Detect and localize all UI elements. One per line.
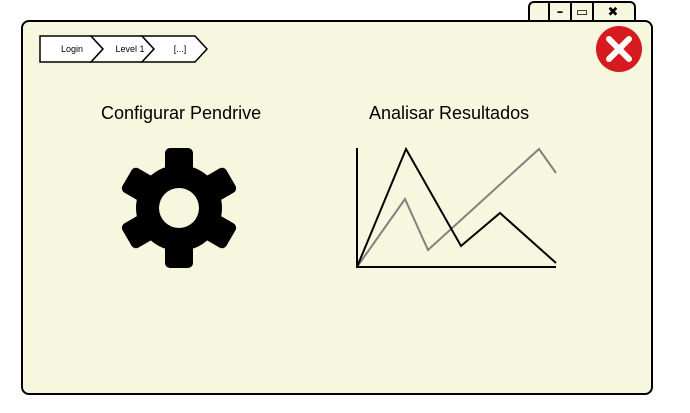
maximize-button[interactable]: ▭	[570, 3, 592, 21]
close-circle-icon	[596, 26, 642, 72]
line-chart-icon[interactable]	[355, 146, 559, 270]
window-close-button[interactable]: ✖	[592, 3, 632, 21]
breadcrumb-item-level-1[interactable]: Level 1	[115, 44, 145, 54]
breadcrumb-shapes	[39, 35, 209, 63]
breadcrumb-item-more[interactable]: [...]	[173, 44, 187, 54]
analisar-resultados-label[interactable]: Analisar Resultados	[369, 103, 530, 123]
chart-series-dark	[356, 146, 557, 268]
main-window	[21, 20, 653, 395]
configurar-pendrive-label[interactable]: Configurar Pendrive	[101, 103, 262, 123]
breadcrumb-item-login[interactable]: Login	[60, 44, 84, 54]
chart-series-gray	[356, 147, 557, 268]
close-button[interactable]	[595, 26, 643, 72]
minimize-button[interactable]: –	[548, 3, 570, 21]
window-controls: – ▭ ✖	[528, 1, 636, 25]
gear-icon[interactable]	[118, 147, 240, 269]
